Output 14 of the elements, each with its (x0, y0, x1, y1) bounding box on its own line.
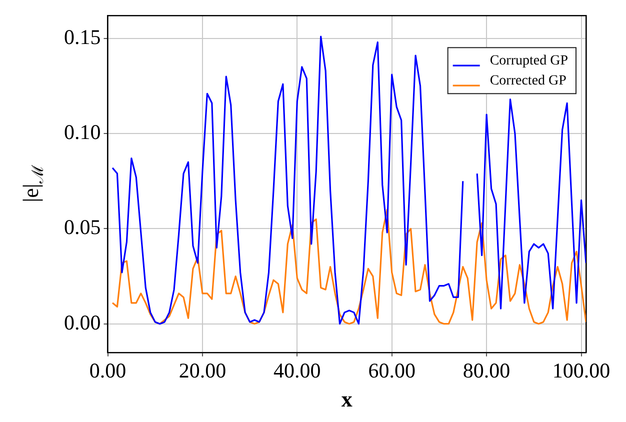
x-tick-label: 40.00 (274, 358, 321, 383)
x-tick-label: 0.00 (89, 358, 126, 383)
x-axis-title: x (341, 386, 352, 412)
legend-label: Corrupted GP (490, 53, 568, 68)
legend-label: Corrected GP (490, 73, 567, 88)
y-tick-label: 0.05 (64, 215, 101, 240)
y-axis-title: |e|ℳ (18, 164, 47, 202)
x-tick-label: 100.00 (552, 358, 610, 383)
y-tick-label: 0.10 (64, 120, 101, 144)
y-tick-label: 0.00 (64, 310, 101, 334)
x-tick-label: 20.00 (178, 358, 226, 383)
x-tick-label: 60.00 (368, 358, 416, 383)
y-tick-label: 0.15 (64, 24, 101, 49)
x-tick-label: 80.00 (462, 358, 510, 383)
